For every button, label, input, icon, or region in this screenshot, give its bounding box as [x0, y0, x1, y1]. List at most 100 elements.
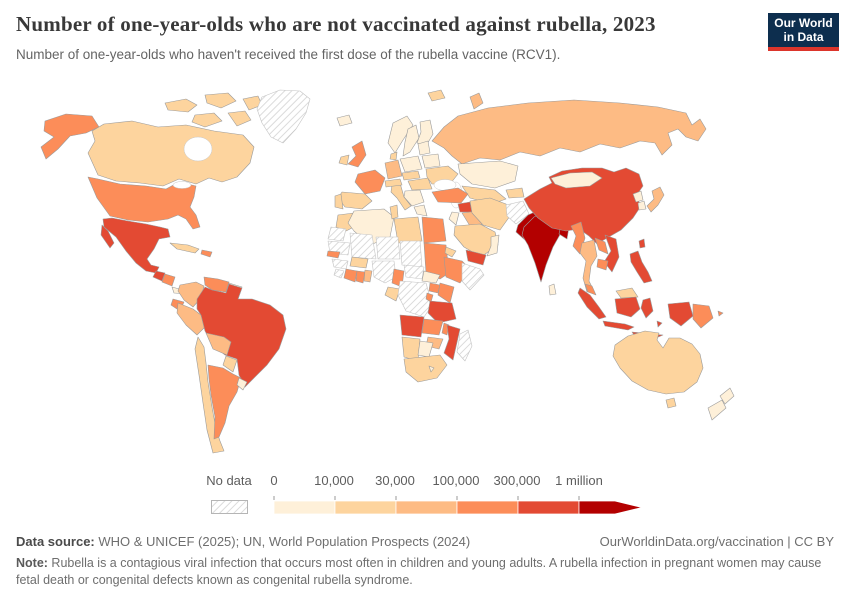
country-solomon-islands[interactable]: [717, 310, 724, 317]
country-ireland[interactable]: [338, 154, 350, 166]
country-venezuela[interactable]: [203, 276, 230, 293]
country-tanzania[interactable]: [427, 300, 457, 324]
country-argentina[interactable]: [207, 364, 242, 440]
country-mali[interactable]: [349, 232, 377, 260]
country-israel-jordan[interactable]: [448, 211, 460, 226]
country-alaska[interactable]: [40, 113, 100, 160]
country-madagascar[interactable]: [456, 329, 473, 362]
country-malaysia-borneo[interactable]: [615, 287, 639, 299]
country-belarus[interactable]: [421, 153, 441, 169]
country-egypt[interactable]: [421, 216, 447, 244]
country-zambia[interactable]: [421, 318, 444, 336]
country-south-sudan[interactable]: [421, 270, 441, 284]
country-canada-arctic4[interactable]: [191, 112, 223, 128]
country-kenya[interactable]: [437, 282, 455, 304]
country-iceland[interactable]: [336, 114, 353, 127]
legend-bin-3[interactable]: [456, 500, 519, 515]
legend-bin-4[interactable]: [517, 500, 580, 515]
legend-bins[interactable]: [273, 500, 643, 515]
country-togo-benin[interactable]: [363, 269, 373, 283]
country-eritrea[interactable]: [444, 246, 457, 258]
country-libya[interactable]: [393, 216, 423, 244]
country-russia[interactable]: [431, 99, 707, 165]
country-cuba[interactable]: [169, 242, 200, 254]
owid-logo[interactable]: Our World in Data: [768, 13, 839, 51]
country-guinea[interactable]: [331, 258, 349, 270]
country-bolivia[interactable]: [205, 332, 232, 356]
country-japan[interactable]: [646, 186, 665, 213]
country-taiwan[interactable]: [638, 238, 646, 249]
country-united-states[interactable]: [87, 176, 201, 230]
country-indonesia-papua[interactable]: [667, 301, 694, 327]
country-paraguay[interactable]: [222, 355, 238, 373]
country-canada[interactable]: [87, 120, 255, 187]
country-yemen[interactable]: [465, 249, 487, 266]
country-central-african-republic[interactable]: [403, 264, 425, 280]
country-niger[interactable]: [375, 236, 401, 260]
country-indonesia-maluku[interactable]: [656, 320, 663, 328]
country-peru[interactable]: [176, 302, 206, 336]
country-mozambique[interactable]: [443, 324, 461, 361]
country-senegal[interactable]: [326, 250, 341, 259]
country-sudan[interactable]: [423, 242, 450, 280]
country-kazakhstan[interactable]: [457, 160, 519, 189]
country-sri-lanka[interactable]: [548, 283, 557, 296]
country-svalbard[interactable]: [427, 89, 446, 102]
country-balkans[interactable]: [403, 189, 425, 207]
country-tunisia[interactable]: [389, 204, 399, 220]
country-lesotho[interactable]: [428, 365, 435, 373]
country-norway[interactable]: [387, 115, 414, 154]
country-hungary-romania[interactable]: [407, 177, 433, 191]
country-ghana[interactable]: [355, 270, 366, 284]
country-baltics[interactable]: [417, 140, 431, 156]
country-malaysia[interactable]: [584, 283, 597, 296]
country-uruguay[interactable]: [236, 377, 248, 391]
country-turkey[interactable]: [431, 187, 469, 204]
country-switzerland-austria[interactable]: [384, 178, 403, 188]
country-guatemala[interactable]: [152, 270, 166, 282]
country-united-kingdom[interactable]: [347, 140, 367, 168]
country-denmark[interactable]: [389, 151, 398, 161]
legend-no-data-swatch[interactable]: [211, 500, 248, 514]
country-gabon-congo[interactable]: [384, 286, 401, 302]
country-australia[interactable]: [612, 330, 704, 395]
country-canada-arctic2[interactable]: [204, 92, 237, 109]
country-indonesia-kalimantan[interactable]: [614, 296, 641, 318]
country-ivory-coast[interactable]: [343, 268, 358, 283]
legend-bin-0[interactable]: [273, 500, 336, 515]
country-nigeria[interactable]: [371, 260, 397, 284]
country-botswana[interactable]: [417, 340, 434, 358]
country-brazil[interactable]: [196, 283, 287, 388]
country-somalia[interactable]: [461, 262, 485, 291]
country-mongolia[interactable]: [550, 171, 603, 189]
country-south-korea[interactable]: [637, 200, 647, 211]
country-laos[interactable]: [594, 237, 609, 255]
country-burkina-faso[interactable]: [349, 256, 369, 269]
country-philippines[interactable]: [629, 250, 653, 284]
country-cambodia[interactable]: [596, 258, 609, 271]
country-greenland[interactable]: [256, 89, 311, 144]
country-mexico-baja[interactable]: [100, 224, 115, 249]
country-spain[interactable]: [337, 191, 373, 210]
country-uganda[interactable]: [428, 282, 441, 294]
country-new-zealand-south[interactable]: [707, 399, 727, 421]
country-kyrgyzstan-tajikistan[interactable]: [505, 187, 525, 199]
country-syria[interactable]: [457, 201, 473, 213]
country-chile[interactable]: [194, 336, 225, 454]
country-oman[interactable]: [486, 234, 500, 257]
country-afghanistan[interactable]: [505, 200, 530, 225]
legend-bin-2[interactable]: [395, 500, 458, 515]
country-south-africa[interactable]: [403, 354, 448, 383]
country-indonesia-java[interactable]: [602, 320, 635, 331]
legend-bin-5[interactable]: [578, 500, 643, 515]
country-poland[interactable]: [399, 155, 423, 173]
country-canada-arctic1[interactable]: [164, 98, 198, 113]
country-new-zealand-north[interactable]: [719, 387, 735, 405]
country-sierra-leone-liberia[interactable]: [333, 268, 345, 279]
country-germany[interactable]: [384, 159, 403, 180]
country-indonesia-sumatra[interactable]: [577, 287, 607, 320]
owid-link[interactable]: OurWorldinData.org/vaccination | CC BY: [599, 534, 834, 549]
country-iran[interactable]: [469, 197, 511, 231]
country-france[interactable]: [354, 169, 386, 195]
country-czech-slovakia[interactable]: [401, 170, 421, 181]
